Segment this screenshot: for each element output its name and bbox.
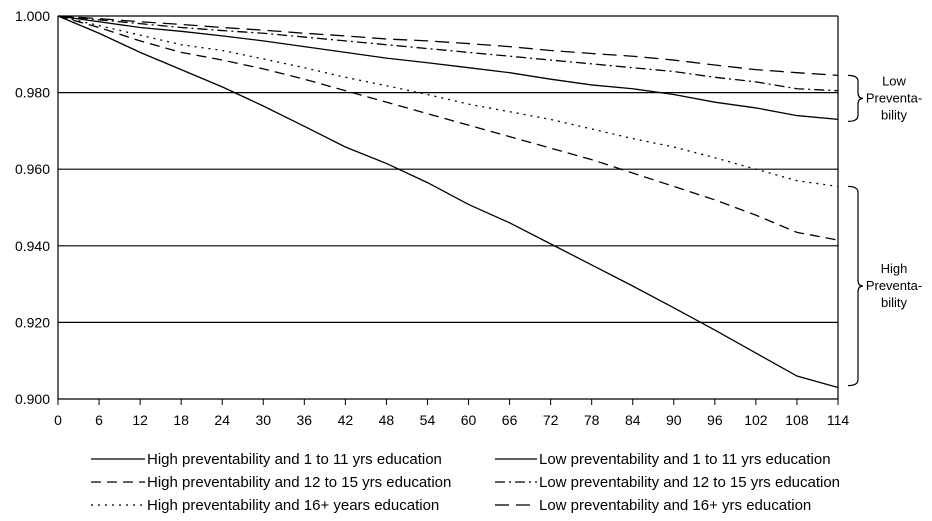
y-tick-label: 1.000 (15, 8, 50, 24)
x-tick-label: 108 (785, 412, 809, 428)
y-tick-label: 0.900 (15, 391, 50, 407)
bracket-label: bility (881, 295, 908, 310)
legend-label: Low preventability and 1 to 11 yrs educa… (539, 451, 831, 468)
y-tick-label: 0.960 (15, 161, 50, 177)
x-tick-label: 6 (95, 412, 103, 428)
bracket-label: Low (882, 73, 906, 88)
x-tick-label: 60 (461, 412, 477, 428)
legend: High preventability and 1 to 11 yrs educ… (91, 451, 840, 514)
legend-label: High preventability and 1 to 11 yrs educ… (147, 451, 442, 468)
y-tick-label: 0.940 (15, 238, 50, 254)
x-tick-label: 12 (132, 412, 148, 428)
x-tick-label: 114 (827, 412, 850, 428)
bracket-high (847, 185, 864, 387)
legend-label: High preventability and 16+ years educat… (147, 497, 439, 514)
x-tick-label: 42 (338, 412, 354, 428)
axes (57, 16, 839, 399)
x-tick-label: 102 (744, 412, 768, 428)
series-line-2 (57, 15, 839, 241)
y-tick-label: 0.920 (15, 314, 50, 330)
x-tick-label: 30 (255, 412, 271, 428)
bracket-low (847, 74, 864, 122)
x-tick-label: 0 (54, 412, 62, 428)
x-axis-ticks: 0 6 12 18 24 30 36 42 48 54 60 66 72 78 84 90 96 102 108 11… (54, 399, 849, 428)
x-tick-label: 84 (625, 412, 641, 428)
x-tick-label: 66 (502, 412, 518, 428)
x-tick-label: 24 (214, 412, 230, 428)
x-tick-label: 18 (173, 412, 189, 428)
series-line-5 (57, 15, 839, 92)
series-lines (57, 15, 839, 389)
bracket-label: bility (881, 107, 908, 122)
x-tick-label: 96 (707, 412, 723, 428)
series-line-3 (57, 15, 839, 188)
gridlines (58, 15, 838, 400)
bracket-label: High (881, 261, 908, 276)
legend-label: Low preventability and 12 to 15 yrs educ… (539, 474, 840, 491)
x-tick-label: 90 (666, 412, 682, 428)
bracket-annotations: Low Preventa-bility High Preventa-bility (847, 73, 922, 387)
y-axis-ticks: 0.900 0.920 0.940 0.960 0.980 1.000 (15, 8, 50, 407)
legend-label: High preventability and 12 to 15 yrs edu… (147, 474, 451, 491)
x-tick-label: 72 (543, 412, 559, 428)
x-tick-label: 78 (584, 412, 600, 428)
series-line-4 (57, 15, 839, 121)
series-line-6 (57, 15, 839, 77)
series-line-1 (57, 15, 839, 389)
x-tick-label: 48 (379, 412, 395, 428)
y-tick-label: 0.980 (15, 85, 50, 101)
bracket-label: Preventa- (866, 278, 922, 293)
bracket-label: Preventa- (866, 90, 922, 105)
legend-label: Low preventability and 16+ yrs education (539, 497, 811, 514)
x-tick-label: 54 (420, 412, 436, 428)
x-tick-label: 36 (297, 412, 313, 428)
